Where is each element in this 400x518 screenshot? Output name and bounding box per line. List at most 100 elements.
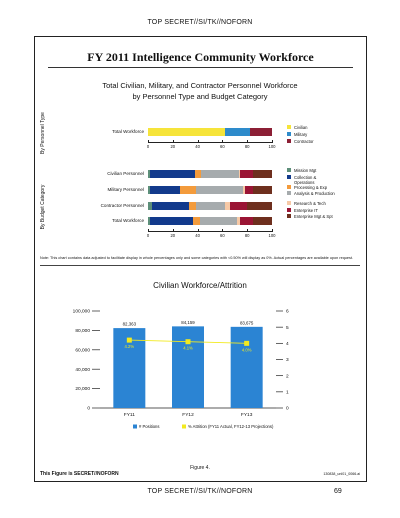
legend-item: Processing & Exp	[287, 185, 337, 190]
x-tick-mark	[222, 229, 224, 232]
row-label: Total Workforce	[112, 129, 144, 134]
attrition-point	[185, 339, 191, 345]
legend-swatch	[287, 201, 291, 205]
x-tick-label: 80	[244, 233, 250, 238]
x-tick-mark	[148, 229, 149, 232]
legend-item: Enterprise Mgt & Spt	[287, 214, 337, 219]
row-label: Military Personnel	[107, 187, 144, 192]
bar-segment	[148, 128, 225, 136]
bar	[172, 326, 204, 408]
attrition-point	[244, 340, 250, 346]
legend-item: Mission Mgt	[287, 168, 337, 173]
y2-tick-label: 0	[286, 406, 289, 412]
bar-segment	[247, 202, 272, 210]
legend-label: Enterprise Mgt & Spt	[294, 214, 333, 219]
legend-swatch	[133, 424, 137, 429]
bar-segment	[224, 202, 230, 210]
legend-label: Enterprise IT	[294, 208, 318, 213]
x-tick-label: 100	[268, 144, 276, 149]
legend-swatch	[287, 185, 291, 189]
y2-tick-label: 6	[286, 309, 289, 315]
point-value-label: 4.0%	[242, 347, 252, 352]
bar-segment	[200, 217, 238, 225]
legend-swatch	[287, 139, 291, 143]
page-title: FY 2011 Intelligence Community Workforce	[87, 50, 314, 64]
x-tick-label: 80	[244, 144, 250, 149]
bar-segment	[148, 170, 151, 178]
bar-segment	[201, 170, 239, 178]
legend-label: Research & Tech	[294, 201, 326, 206]
legend-label: Mission Mgt	[294, 168, 317, 173]
legend-item: Analysis & Production	[287, 191, 337, 196]
y2-tick-label: 3	[286, 357, 289, 363]
bar-segment	[151, 202, 189, 210]
bar-segment	[148, 202, 152, 210]
bar-segment	[239, 217, 254, 225]
x-tick-label: FY13	[241, 412, 253, 418]
bar-segment	[238, 170, 240, 178]
x-axis	[148, 231, 272, 232]
legend-item: Enterprise IT	[287, 208, 337, 213]
y-tick-label: 80,000	[75, 328, 90, 334]
x-tick-mark	[272, 140, 273, 143]
chart3-title: Civilian Workforce/Attrition	[153, 281, 247, 290]
figure-file-id: 130838_unl01_0066.ai	[323, 472, 360, 476]
bar-segment	[196, 202, 225, 210]
bar-value-label: 84,159	[181, 320, 195, 325]
bar-segment	[253, 186, 272, 194]
x-tick-mark	[148, 140, 149, 143]
figure-classification: This Figure is SECRET//NOFORN	[40, 471, 119, 477]
x-tick-label: 40	[195, 144, 200, 149]
legend-label: Analysis & Production	[294, 191, 335, 196]
bar-segment	[192, 217, 201, 225]
y-tick-label: 60,000	[75, 347, 90, 353]
y2-tick-label: 5	[286, 325, 289, 331]
legend-swatch	[287, 191, 291, 195]
x-tick-mark	[172, 229, 174, 232]
bar-segment	[188, 202, 197, 210]
y2-tick-label: 4	[286, 341, 289, 347]
y-tick-label: 100,000	[73, 309, 91, 315]
x-tick-label: 20	[170, 144, 176, 149]
x-tick-mark	[247, 229, 249, 232]
point-value-label: 4.2%	[125, 344, 135, 349]
legend-swatch	[287, 208, 291, 212]
legend-label: Contractor	[294, 139, 314, 144]
title-rule	[48, 67, 353, 68]
x-tick-mark	[197, 140, 199, 143]
x-axis	[148, 142, 272, 143]
bar-segment	[180, 186, 197, 194]
chart1-subtitle: by Personnel Type and Budget Category	[132, 92, 268, 101]
figure-caption: Figure 4.	[190, 465, 210, 471]
legend-label: Military	[294, 132, 308, 137]
x-tick-label: 100	[268, 233, 276, 238]
x-tick-label: 40	[195, 233, 200, 238]
legend-label: Collection & Operations	[294, 175, 317, 185]
y-tick-label: 0	[87, 406, 90, 412]
chart-note: Note: This chart contains data adjusted …	[40, 256, 354, 260]
x-tick-label: 60	[220, 233, 225, 238]
bar-segment	[229, 202, 248, 210]
chart1-title: Total Civilian, Military, and Contractor…	[102, 81, 298, 90]
bar-segment	[253, 170, 272, 178]
legend-swatch	[182, 424, 186, 429]
bar-segment	[224, 128, 250, 136]
x-tick-label: 20	[170, 233, 176, 238]
legend-swatch	[287, 214, 291, 218]
x-tick-label: 0	[146, 233, 150, 238]
legend-item: Collection & Operations	[287, 175, 337, 185]
row-label: Contractor Personnel	[100, 203, 144, 208]
y-tick-label: 40,000	[75, 367, 90, 373]
bar	[230, 326, 263, 408]
legend-swatch	[287, 132, 291, 136]
legend-label: # Positions	[139, 424, 159, 429]
bar-segment	[150, 186, 181, 194]
bar-segment	[253, 217, 272, 225]
bar-segment	[148, 186, 151, 194]
legend-swatch	[287, 168, 291, 172]
bar-segment	[237, 217, 240, 225]
bar-segment	[150, 217, 193, 225]
bar-segment	[239, 170, 254, 178]
attrition-point	[126, 337, 132, 343]
x-tick-mark	[272, 229, 273, 232]
